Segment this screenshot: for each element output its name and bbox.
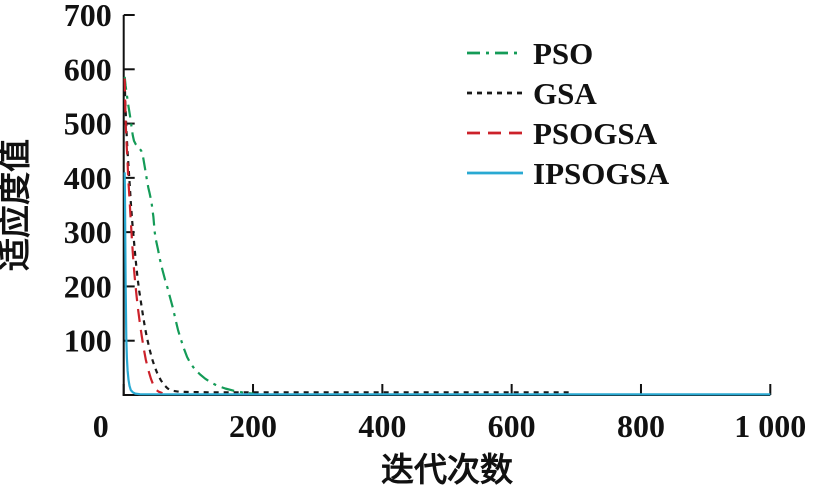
y-tick-label: 300 xyxy=(64,214,112,250)
series-line-pso xyxy=(123,76,259,395)
y-tick-label: 500 xyxy=(64,106,112,142)
x-tick-label: 1 000 xyxy=(734,408,806,444)
x-axis-label: 迭代次数 xyxy=(381,452,514,489)
y-tick-label: 700 xyxy=(64,0,112,33)
x-tick-label: 0 xyxy=(93,408,109,444)
legend-label: GSA xyxy=(533,76,597,111)
legend-item-gsa: GSA xyxy=(467,76,597,111)
y-tick-label: 100 xyxy=(64,323,112,359)
y-tick-label: 600 xyxy=(64,51,112,87)
legend-item-psogsa: PSOGSA xyxy=(467,116,658,151)
legend-item-ipsogsa: IPSOGSA xyxy=(467,156,670,191)
x-tick-label: 200 xyxy=(229,408,277,444)
legend-item-pso: PSO xyxy=(467,36,593,71)
x-tick-label: 800 xyxy=(617,408,665,444)
legend-label: IPSOGSA xyxy=(533,156,670,191)
y-axis-label: 适应度值 xyxy=(0,139,34,271)
y-tick-label: 400 xyxy=(64,160,112,196)
y-tick-label: 200 xyxy=(64,268,112,304)
series-line-gsa xyxy=(123,81,570,394)
legend-label: PSOGSA xyxy=(533,116,658,151)
x-tick-label: 600 xyxy=(488,408,536,444)
series-line-psogsa xyxy=(123,78,163,395)
legend-label: PSO xyxy=(533,36,593,71)
series-line-ipsogsa xyxy=(123,172,771,396)
x-tick-label: 400 xyxy=(358,408,406,444)
